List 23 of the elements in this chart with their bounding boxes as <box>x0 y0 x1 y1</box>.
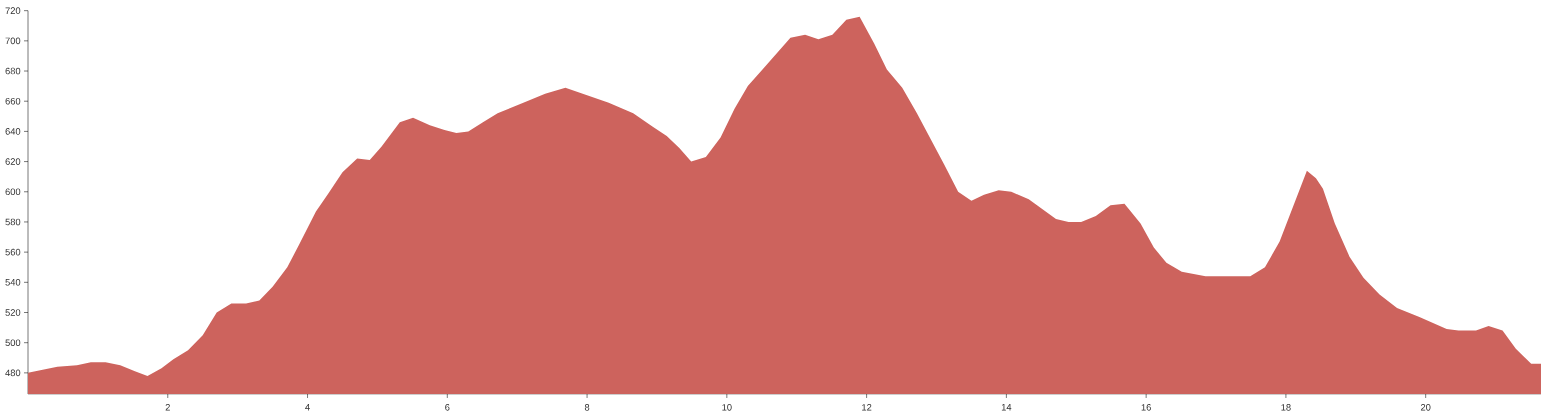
y-tick-label: 620 <box>5 158 21 165</box>
x-tick-label: 10 <box>722 404 732 411</box>
y-tick-label: 680 <box>5 67 21 75</box>
y-tick-label: 480 <box>5 369 21 377</box>
x-tick-label: 2 <box>165 404 170 411</box>
y-tick-label: 720 <box>5 7 21 14</box>
y-tick-label: 600 <box>5 188 21 196</box>
x-tick-label: 8 <box>584 404 590 411</box>
y-tick-label: 500 <box>5 339 21 346</box>
x-tick-label: 6 <box>445 404 450 411</box>
x-tick-label: 18 <box>1281 404 1291 411</box>
x-tick-label: 20 <box>1420 404 1431 411</box>
x-tick-label: 12 <box>862 404 872 411</box>
y-tick-label: 660 <box>5 97 21 105</box>
y-tick-label: 700 <box>5 37 21 45</box>
y-tick-label: 640 <box>5 128 21 135</box>
y-tick-label: 580 <box>5 218 21 226</box>
x-tick-label: 16 <box>1141 404 1151 411</box>
y-tick-label: 560 <box>5 248 21 256</box>
y-tick-label: 540 <box>5 279 21 286</box>
y-tick-label: 520 <box>5 309 21 316</box>
x-tick-label: 4 <box>305 404 310 411</box>
x-tick-label: 14 <box>1001 404 1012 411</box>
